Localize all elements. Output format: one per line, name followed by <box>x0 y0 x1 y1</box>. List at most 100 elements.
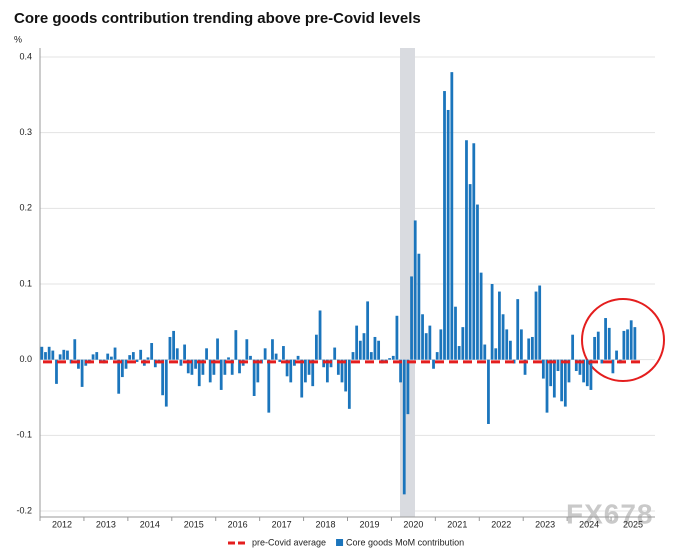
bar <box>300 359 304 398</box>
bar <box>212 359 216 375</box>
bar <box>373 336 377 360</box>
bar <box>424 333 428 360</box>
bar <box>223 359 227 375</box>
bar <box>472 143 476 360</box>
bar <box>417 253 421 360</box>
bar <box>490 284 494 360</box>
bar <box>322 359 326 368</box>
bar <box>175 348 179 360</box>
bar <box>563 359 567 407</box>
bar <box>55 359 58 384</box>
bar <box>388 358 391 360</box>
bar <box>278 359 282 362</box>
bar <box>615 350 618 360</box>
bar <box>633 327 637 360</box>
bar <box>443 91 446 360</box>
bar <box>446 109 450 360</box>
bar <box>139 349 143 360</box>
bar <box>406 359 410 415</box>
y-tick-label: 0.4 <box>19 51 32 61</box>
bar <box>73 339 77 360</box>
bar <box>109 356 113 360</box>
highlight-circle <box>581 298 665 382</box>
bar <box>347 359 351 409</box>
bar <box>600 359 604 364</box>
bar <box>80 359 84 387</box>
bar <box>271 339 274 360</box>
bar <box>205 348 208 360</box>
bar <box>439 329 443 360</box>
bar <box>571 334 575 360</box>
bar <box>494 348 498 360</box>
bar <box>296 355 300 360</box>
bar <box>479 272 483 360</box>
bar <box>465 140 468 360</box>
y-tick-label: -0.1 <box>16 430 32 440</box>
bar <box>249 355 252 360</box>
bar <box>461 327 465 360</box>
bar <box>307 359 311 375</box>
bar <box>219 359 223 390</box>
bar <box>519 329 523 360</box>
bar <box>168 336 172 360</box>
x-tick-label: 2015 <box>184 519 204 529</box>
y-tick-label: 0.1 <box>19 278 32 288</box>
bar <box>483 344 487 360</box>
bar <box>582 359 586 383</box>
bar <box>476 204 479 360</box>
bar <box>186 359 190 374</box>
bar <box>263 348 267 360</box>
bar <box>358 340 362 360</box>
bar <box>549 359 553 387</box>
bar <box>120 359 124 378</box>
bar <box>395 315 399 360</box>
bar <box>62 349 66 360</box>
bar <box>505 329 509 360</box>
legend-label: pre-Covid average <box>252 537 326 547</box>
bar <box>304 359 307 383</box>
bar <box>51 350 55 360</box>
bar <box>435 352 439 360</box>
x-tick-label: 2025 <box>623 519 643 529</box>
bar <box>135 359 139 362</box>
x-tick-label: 2012 <box>52 519 72 529</box>
bar <box>289 359 293 383</box>
legend-label: Core goods MoM contribution <box>346 537 464 547</box>
bar <box>534 291 538 360</box>
bar <box>585 359 589 387</box>
bar <box>596 331 600 360</box>
bar <box>340 359 344 383</box>
bar <box>545 359 549 413</box>
bar <box>245 339 249 360</box>
bar <box>578 359 582 375</box>
bar <box>194 359 197 369</box>
y-tick-label: 0.3 <box>19 127 32 137</box>
x-tick-label: 2014 <box>140 519 160 529</box>
bar <box>527 338 531 360</box>
bar <box>428 325 432 360</box>
bar <box>629 320 633 360</box>
watermark: FX678 <box>566 498 654 529</box>
bar <box>208 359 212 383</box>
bar <box>391 355 395 360</box>
bar <box>626 329 629 360</box>
legend-swatch <box>336 539 344 546</box>
bar <box>336 359 340 375</box>
bar <box>267 359 271 413</box>
bar <box>314 334 318 360</box>
bar <box>230 359 234 375</box>
x-tick-label: 2024 <box>579 519 599 529</box>
bar <box>512 359 516 364</box>
bar <box>216 338 219 360</box>
bar <box>333 347 337 360</box>
bar <box>66 350 69 360</box>
bar <box>117 359 121 394</box>
bar <box>622 330 626 360</box>
y-unit: % <box>14 34 22 44</box>
bar <box>201 359 205 375</box>
bar <box>44 352 47 360</box>
bar <box>131 352 135 360</box>
bar <box>91 354 95 360</box>
bar <box>172 330 176 360</box>
bar <box>457 346 461 360</box>
